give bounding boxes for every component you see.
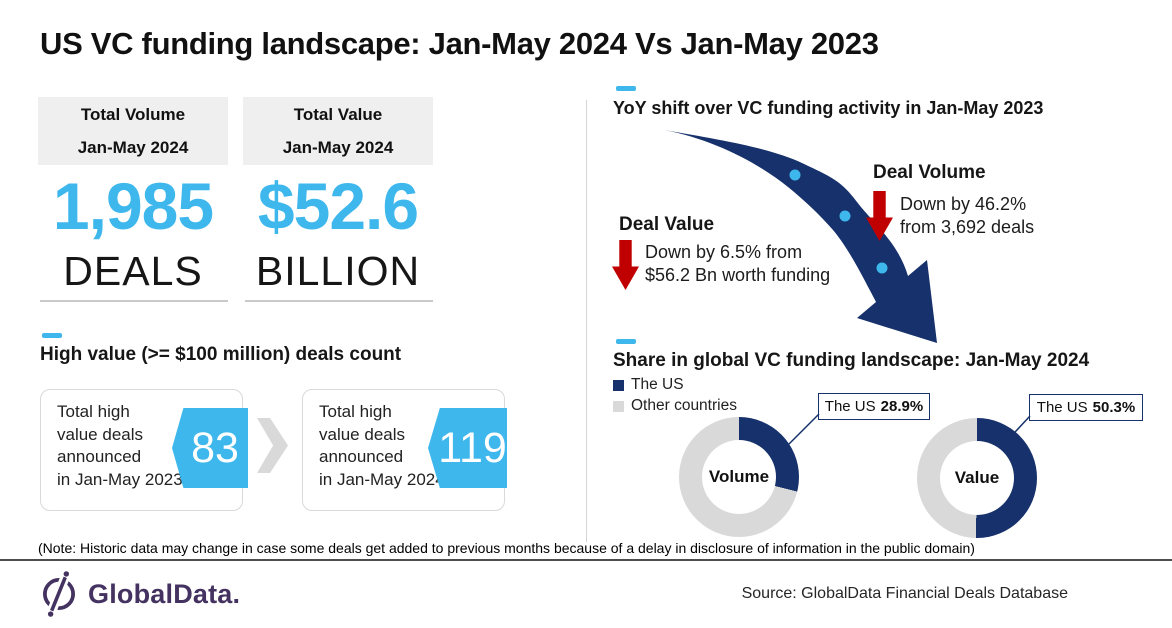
share-heading: Share in global VC funding landscape: Ja… bbox=[613, 350, 1090, 371]
high-value-heading: High value (>= $100 million) deals count bbox=[40, 344, 402, 365]
deal-value-text: Down by 6.5% from $56.2 Bn worth funding bbox=[645, 242, 831, 285]
donut-value-center-label: Value bbox=[940, 441, 1014, 515]
donut-volume-center-label: Volume bbox=[702, 440, 776, 514]
globaldata-wordmark: GlobalData. bbox=[88, 578, 241, 609]
legend-item-us: The US bbox=[613, 376, 684, 394]
total-volume-label: Total Volume Jan-May 2024 bbox=[38, 97, 228, 165]
deal-volume-text: Down by 46.2% from 3,692 deals bbox=[900, 194, 1035, 237]
callout-value-prefix: The US bbox=[1036, 399, 1088, 416]
divider-under-volume bbox=[40, 300, 228, 302]
high-value-count-2024-badge: 119 bbox=[428, 408, 507, 488]
legend-label-other: Other countries bbox=[631, 397, 737, 414]
downward-trend-arrow-icon bbox=[664, 130, 937, 343]
callout-volume-pct: 28.9% bbox=[880, 398, 924, 415]
legend-item-other: Other countries bbox=[613, 397, 737, 415]
total-volume-value: 1,985 bbox=[52, 169, 214, 243]
down-arrow-icon bbox=[612, 240, 639, 290]
high-value-count-2024: 119 bbox=[438, 423, 507, 472]
total-value-value: $52.6 bbox=[257, 169, 419, 243]
high-value-count-2023-badge: 83 bbox=[172, 408, 248, 488]
legend-swatch-us bbox=[613, 379, 624, 391]
total-volume-unit: DEALS bbox=[63, 248, 203, 294]
callout-value-share: The US 50.3% bbox=[1029, 394, 1143, 421]
legend-swatch-other bbox=[613, 400, 624, 412]
section-accent-dash bbox=[616, 339, 636, 344]
legend-label-us: The US bbox=[631, 376, 684, 393]
divider-under-value bbox=[245, 300, 433, 302]
high-value-card-2023-text: Total high value deals announced in Jan-… bbox=[57, 402, 183, 489]
high-value-card-2024-text: Total high value deals announced in Jan-… bbox=[319, 402, 445, 489]
callout-value-pct: 50.3% bbox=[1092, 399, 1136, 416]
page-title: US VC funding landscape: Jan-May 2024 Vs… bbox=[40, 26, 879, 61]
vertical-divider bbox=[586, 100, 587, 542]
globaldata-compass-icon bbox=[43, 571, 75, 617]
source-credit: Source: GlobalData Financial Deals Datab… bbox=[741, 585, 1068, 602]
deal-volume-title: Deal Volume bbox=[873, 162, 986, 183]
donut-chart-value: Value bbox=[917, 418, 1037, 538]
donut-chart-volume: Volume bbox=[679, 417, 799, 537]
callout-volume-share: The US 28.9% bbox=[818, 393, 930, 420]
high-value-count-2023: 83 bbox=[191, 423, 239, 472]
callout-volume-prefix: The US bbox=[824, 398, 876, 415]
footnote: (Note: Historic data may change in case … bbox=[38, 540, 975, 556]
section-accent-dash bbox=[616, 86, 636, 91]
section-accent-dash bbox=[42, 333, 62, 338]
footer-divider bbox=[0, 559, 1172, 561]
deal-value-title: Deal Value bbox=[619, 214, 715, 235]
total-value-label: Total Value Jan-May 2024 bbox=[243, 97, 433, 165]
globaldata-logo: GlobalData. bbox=[38, 570, 240, 618]
yoy-heading: YoY shift over VC funding activity in Ja… bbox=[613, 98, 1044, 118]
total-value-unit: BILLION bbox=[255, 248, 421, 294]
chevron-right-icon bbox=[257, 418, 288, 473]
